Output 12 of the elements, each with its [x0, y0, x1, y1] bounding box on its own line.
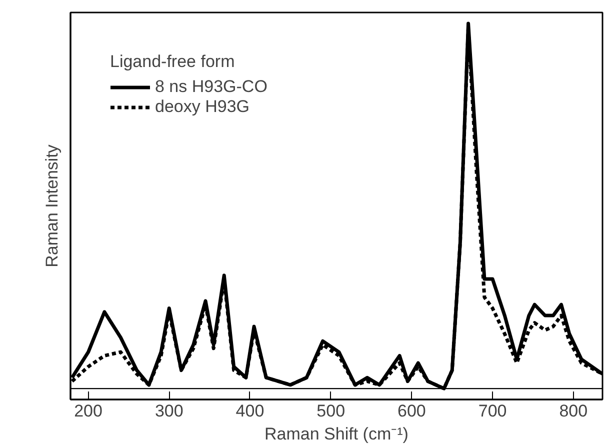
- x-tick-label: 300: [154, 402, 184, 420]
- x-tick-label: 700: [478, 402, 507, 420]
- x-tick-label: 600: [398, 402, 426, 420]
- x-tick-label: 400: [236, 402, 264, 420]
- x-tick-label: 200: [74, 402, 102, 420]
- legend-title: Ligand-free form: [110, 52, 236, 72]
- x-axis-title: Raman Shift (cm⁻¹): [264, 424, 408, 444]
- y-axis-title: Raman Intensity: [42, 144, 62, 268]
- legend-label: deoxy H93G: [155, 97, 250, 117]
- x-tick-label: 800: [559, 402, 588, 420]
- legend-label: 8 ns H93G-CO: [155, 77, 268, 97]
- x-tick-label: 500: [316, 402, 346, 420]
